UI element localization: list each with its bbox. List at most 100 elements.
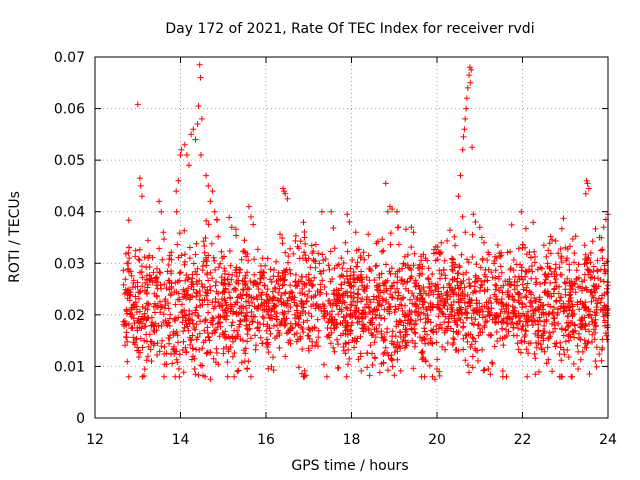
data-point [344, 305, 351, 312]
data-point [171, 350, 178, 357]
data-point [460, 133, 467, 140]
data-point [310, 256, 317, 263]
data-point [266, 296, 273, 303]
data-point [144, 281, 151, 288]
data-point [353, 305, 360, 312]
data-point [481, 239, 487, 246]
data-point [442, 346, 449, 353]
data-point [194, 290, 200, 297]
data-point [593, 363, 600, 370]
data-point [267, 315, 274, 322]
data-point [235, 280, 242, 287]
data-point [331, 245, 338, 252]
y-tick-label: 0.07 [54, 50, 85, 66]
data-point [144, 237, 151, 244]
data-point [303, 298, 310, 305]
data-point [535, 328, 541, 335]
data-point [582, 190, 589, 197]
data-point [210, 355, 217, 362]
data-point [148, 358, 155, 365]
data-point [481, 322, 488, 329]
data-point [279, 282, 286, 289]
data-point [449, 341, 456, 348]
data-point [422, 358, 429, 365]
data-point [161, 281, 168, 288]
data-point [421, 373, 428, 380]
data-point [540, 337, 547, 344]
data-point [430, 301, 437, 308]
data-point [276, 332, 283, 338]
data-point [121, 290, 128, 297]
data-point [412, 301, 419, 308]
data-point [221, 334, 228, 341]
data-point [469, 144, 476, 151]
data-point [381, 289, 387, 296]
data-point [575, 330, 582, 337]
data-point [305, 333, 312, 339]
data-point [292, 237, 299, 244]
data-point [554, 311, 561, 318]
data-point [308, 242, 315, 249]
data-point [342, 350, 349, 357]
data-point [325, 262, 332, 269]
data-point [203, 172, 210, 179]
data-point [123, 322, 130, 329]
data-point [233, 232, 240, 239]
data-point [512, 274, 518, 280]
data-point [125, 373, 132, 380]
data-point [191, 366, 198, 372]
data-point [181, 324, 188, 331]
data-point [187, 336, 194, 343]
data-point [518, 267, 525, 274]
data-point [410, 262, 417, 269]
data-point [473, 261, 480, 268]
data-point [294, 243, 301, 250]
data-point [234, 273, 240, 280]
data-point [197, 74, 204, 81]
data-point [525, 308, 531, 315]
data-point [586, 371, 593, 377]
data-point [480, 367, 487, 374]
data-point [366, 296, 373, 303]
data-point [301, 234, 308, 241]
data-point [123, 329, 130, 336]
data-point [162, 298, 168, 305]
data-point [423, 306, 429, 313]
data-point [364, 283, 371, 289]
data-point [172, 317, 178, 324]
data-point [143, 272, 150, 279]
x-tick-label: 22 [514, 432, 532, 448]
data-point [209, 275, 216, 282]
data-point [270, 322, 277, 329]
data-point [381, 337, 388, 344]
data-point [267, 330, 274, 337]
data-point [489, 274, 496, 281]
data-point [557, 246, 564, 252]
data-point [525, 350, 532, 357]
data-point [521, 338, 528, 345]
data-point [567, 286, 574, 293]
data-point [192, 136, 199, 143]
data-point [139, 263, 145, 270]
data-point [411, 321, 418, 328]
data-point [137, 182, 144, 189]
x-tick-label: 14 [172, 432, 190, 448]
data-point [227, 295, 234, 302]
data-point [150, 269, 157, 276]
data-point [399, 265, 406, 272]
data-point [450, 328, 457, 335]
data-point [491, 312, 498, 319]
data-point [536, 368, 542, 375]
data-point [227, 262, 234, 269]
data-point [492, 267, 499, 274]
data-point [194, 334, 201, 341]
data-point [383, 296, 390, 303]
data-point [325, 298, 332, 304]
data-point [348, 294, 355, 301]
data-point [377, 289, 384, 296]
data-point [365, 231, 372, 238]
data-point [577, 283, 583, 290]
data-point [156, 198, 163, 205]
data-point [238, 256, 245, 263]
data-point [385, 300, 392, 307]
